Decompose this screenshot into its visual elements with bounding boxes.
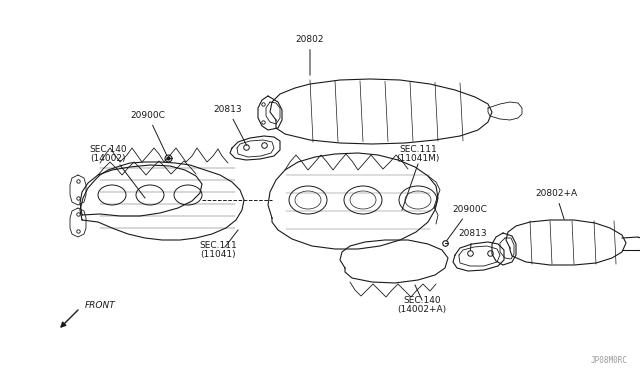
Text: 20900C: 20900C (131, 111, 167, 155)
Text: (11041): (11041) (200, 250, 236, 259)
Text: 20900C: 20900C (447, 205, 487, 241)
Text: JP08M0RC: JP08M0RC (591, 356, 628, 365)
Text: SEC.111: SEC.111 (399, 145, 437, 154)
Text: (14002): (14002) (90, 154, 125, 163)
Text: SEC.140: SEC.140 (403, 296, 441, 305)
Text: SEC.140: SEC.140 (89, 145, 127, 154)
Text: 20802+A: 20802+A (535, 189, 577, 219)
Text: 20813: 20813 (214, 105, 246, 145)
Text: (11041M): (11041M) (396, 154, 440, 163)
Text: (14002+A): (14002+A) (397, 305, 447, 314)
Text: 20813: 20813 (458, 229, 486, 250)
Text: 20802: 20802 (296, 35, 324, 75)
Text: SEC.111: SEC.111 (199, 241, 237, 250)
Text: FRONT: FRONT (85, 301, 116, 310)
